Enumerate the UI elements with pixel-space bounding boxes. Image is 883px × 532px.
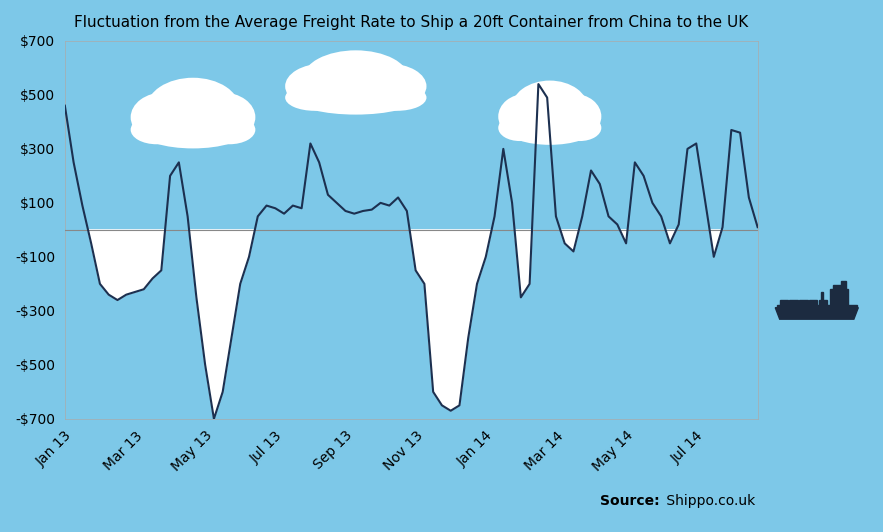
Bar — [841, 281, 846, 289]
Ellipse shape — [546, 94, 601, 139]
Ellipse shape — [507, 114, 592, 145]
Title: Fluctuation from the Average Freight Rate to Ship a 20ft Container from China to: Fluctuation from the Average Freight Rat… — [74, 15, 749, 30]
Polygon shape — [775, 307, 858, 319]
Bar — [789, 300, 798, 305]
Ellipse shape — [285, 63, 362, 109]
Bar — [809, 300, 818, 305]
Ellipse shape — [367, 85, 426, 111]
Ellipse shape — [528, 107, 588, 141]
Text: Shippo.co.uk: Shippo.co.uk — [662, 494, 756, 508]
Ellipse shape — [188, 92, 255, 142]
Ellipse shape — [141, 115, 245, 148]
Ellipse shape — [147, 78, 240, 140]
Ellipse shape — [285, 85, 344, 111]
Ellipse shape — [511, 80, 588, 137]
Bar — [777, 305, 857, 307]
Ellipse shape — [297, 85, 415, 114]
Bar — [830, 289, 848, 305]
Ellipse shape — [507, 109, 576, 143]
Bar — [821, 292, 823, 305]
Ellipse shape — [297, 79, 391, 113]
Bar — [833, 285, 845, 289]
Ellipse shape — [558, 114, 601, 141]
Ellipse shape — [167, 107, 240, 144]
Bar — [780, 300, 789, 305]
Ellipse shape — [203, 115, 255, 144]
Ellipse shape — [141, 109, 224, 146]
Bar — [819, 300, 826, 305]
Ellipse shape — [131, 92, 198, 142]
Ellipse shape — [498, 114, 541, 141]
Text: Source:: Source: — [600, 494, 660, 508]
Ellipse shape — [498, 94, 555, 139]
Ellipse shape — [131, 115, 183, 144]
Ellipse shape — [327, 77, 409, 111]
Bar — [799, 300, 808, 305]
Ellipse shape — [350, 63, 426, 109]
Ellipse shape — [303, 51, 409, 107]
